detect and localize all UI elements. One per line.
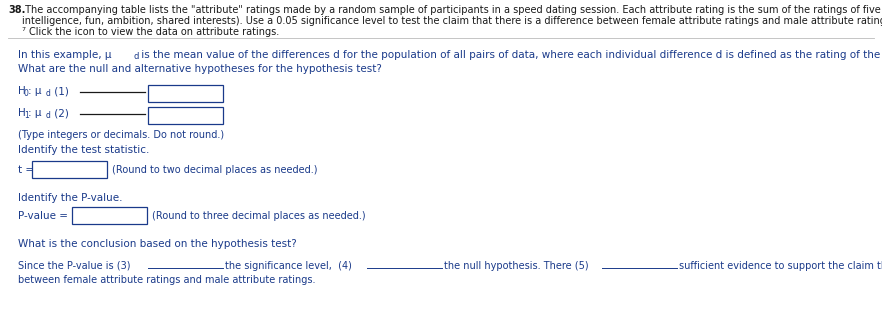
Text: (Type integers or decimals. Do not round.): (Type integers or decimals. Do not round… <box>18 130 224 140</box>
Text: 0: 0 <box>24 89 29 98</box>
Text: (Round to three decimal places as needed.): (Round to three decimal places as needed… <box>152 211 366 221</box>
Text: P-value =: P-value = <box>18 211 68 221</box>
Text: 38.: 38. <box>8 5 26 15</box>
Text: : μ: : μ <box>28 86 41 96</box>
Text: (1): (1) <box>51 86 69 96</box>
Text: Since the P-value is (3): Since the P-value is (3) <box>18 261 131 271</box>
Text: (2): (2) <box>51 108 69 118</box>
Text: 1: 1 <box>24 111 29 120</box>
Text: sufficient evidence to support the claim that there is a difference: sufficient evidence to support the claim… <box>679 261 882 271</box>
Text: the significance level,  (4): the significance level, (4) <box>225 261 352 271</box>
Text: the null hypothesis. There (5): the null hypothesis. There (5) <box>444 261 588 271</box>
Text: is the mean value of the differences d for the population of all pairs of data, : is the mean value of the differences d f… <box>138 50 882 60</box>
Bar <box>148 107 223 124</box>
Text: t =: t = <box>18 165 34 175</box>
Bar <box>148 85 223 102</box>
Text: What is the conclusion based on the hypothesis test?: What is the conclusion based on the hypo… <box>18 239 296 249</box>
Text: (Round to two decimal places as needed.): (Round to two decimal places as needed.) <box>112 165 318 175</box>
Text: Identify the test statistic.: Identify the test statistic. <box>18 145 149 155</box>
Text: d: d <box>46 111 51 120</box>
Text: In this example, μ: In this example, μ <box>18 50 111 60</box>
Text: : μ: : μ <box>28 108 41 118</box>
Text: The accompanying table lists the "attribute" ratings made by a random sample of : The accompanying table lists the "attrib… <box>22 5 882 15</box>
Text: intelligence, fun, ambition, shared interests). Use a 0.05 significance level to: intelligence, fun, ambition, shared inte… <box>22 16 882 26</box>
Text: d: d <box>133 52 138 61</box>
Text: ⁷ Click the icon to view the data on attribute ratings.: ⁷ Click the icon to view the data on att… <box>22 27 280 37</box>
Bar <box>72 207 147 224</box>
Text: d: d <box>46 89 51 98</box>
Bar <box>32 161 107 178</box>
Text: H: H <box>18 108 26 118</box>
Text: H: H <box>18 86 26 96</box>
Text: Identify the P-value.: Identify the P-value. <box>18 193 123 203</box>
Text: between female attribute ratings and male attribute ratings.: between female attribute ratings and mal… <box>18 275 316 285</box>
Text: What are the null and alternative hypotheses for the hypothesis test?: What are the null and alternative hypoth… <box>18 64 382 74</box>
